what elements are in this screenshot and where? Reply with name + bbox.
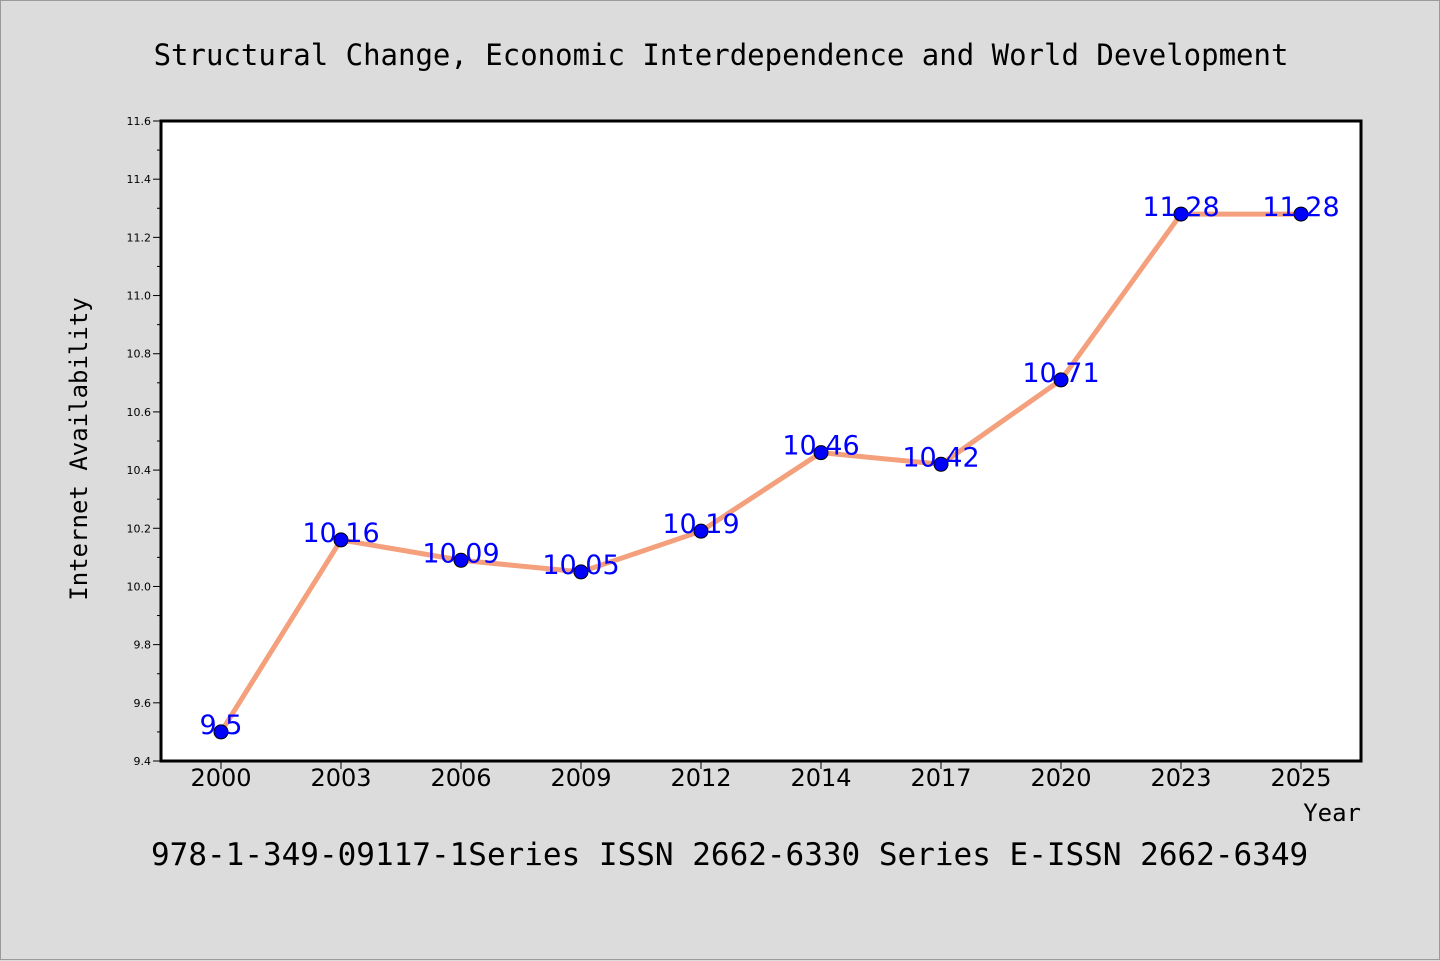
y-tick-label: 10.6 — [127, 406, 152, 419]
data-point — [933, 456, 949, 472]
series-group: 9.5 10.16 10.09 10.05 10.19 10.46 10.42 10.71 11… — [200, 192, 1340, 741]
y-tick-label: 10.2 — [127, 522, 152, 535]
x-tick-label: 2020 — [1030, 764, 1091, 792]
data-label: 10.71 — [1022, 358, 1099, 389]
y-axis: 9.4 9.6 9.8 10.0 10.2 10.4 10.6 10.8 11.0 11.2 11.… — [127, 115, 161, 768]
y-tick-label: 10.4 — [127, 464, 152, 477]
data-label: 9.5 — [200, 710, 243, 741]
data-point — [573, 564, 589, 580]
x-axis: 2000 2003 2006 2009 2012 2014 2017 2020 2023 2025 — [190, 761, 1332, 792]
y-tick-label: 11.6 — [127, 115, 152, 128]
data-point — [333, 532, 349, 548]
data-point — [1173, 206, 1189, 222]
x-tick-label: 2003 — [310, 764, 371, 792]
data-label: 11.28 — [1262, 192, 1339, 223]
footer-isbn: 978-1-349-09117-1Series ISSN 2662-6330 S… — [151, 837, 1308, 873]
data-point — [1293, 206, 1309, 222]
x-tick-label: 2006 — [430, 764, 491, 792]
x-tick-label: 2012 — [670, 764, 731, 792]
data-point — [1053, 372, 1069, 388]
x-tick-label: 2023 — [1150, 764, 1211, 792]
y-tick-label: 10.0 — [127, 580, 152, 593]
x-tick-label: 2000 — [190, 764, 251, 792]
y-axis-label: Internet Availability — [65, 297, 93, 600]
data-label: 10.19 — [662, 509, 739, 540]
data-label: 10.09 — [422, 538, 499, 569]
x-tick-label: 2009 — [550, 764, 611, 792]
y-tick-label: 11.2 — [127, 231, 152, 244]
y-tick-label: 11.0 — [127, 290, 152, 303]
x-axis-label: Year — [1303, 799, 1361, 827]
data-label: 11.28 — [1142, 192, 1219, 223]
data-point — [453, 552, 469, 568]
x-tick-label: 2017 — [910, 764, 971, 792]
y-tick-label: 9.6 — [134, 697, 152, 710]
x-tick-label: 2014 — [790, 764, 851, 792]
y-tick-label: 9.4 — [134, 755, 152, 768]
data-label: 10.16 — [302, 518, 379, 549]
data-label: 10.46 — [782, 431, 859, 462]
y-tick-label: 11.4 — [127, 173, 152, 186]
y-tick-label: 10.8 — [127, 348, 152, 361]
x-tick-label: 2025 — [1270, 764, 1331, 792]
data-point — [693, 523, 709, 539]
plot-area — [159, 119, 1363, 763]
data-point — [213, 724, 229, 740]
chart-title: Structural Change, Economic Interdepende… — [154, 38, 1289, 72]
y-tick-label: 9.8 — [134, 639, 152, 652]
data-point — [813, 445, 829, 461]
data-label: 10.42 — [902, 442, 979, 473]
series-line — [218, 211, 1304, 735]
data-label: 10.05 — [542, 550, 619, 581]
